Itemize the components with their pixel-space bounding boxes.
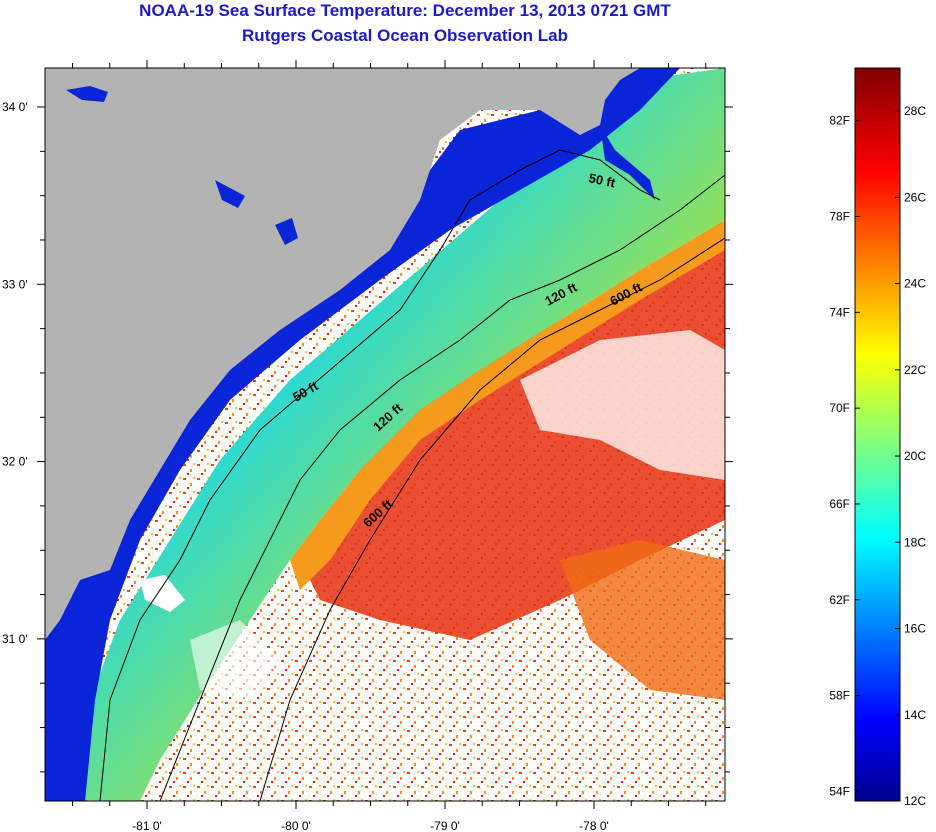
lat-tick-label: 31 0' — [2, 632, 28, 646]
colorbar-labels: 28C 26C 24C 22C 20C 18C 16C 14C 12C 82F 78F 74F 70F 6… — [829, 104, 926, 808]
lat-tick-label: 32 0' — [2, 455, 28, 469]
title-line-1: NOAA-19 Sea Surface Temperature: Decembe… — [139, 1, 671, 20]
contour-120ft — [159, 174, 725, 801]
colorbar-f-label: 82F — [829, 114, 850, 128]
colorbar-f-label: 54F — [829, 784, 850, 798]
contour-label-50ft-north: 50 ft — [587, 170, 617, 190]
colorbar-f-label: 58F — [829, 689, 850, 703]
colorbar-f-label: 70F — [829, 401, 850, 415]
lon-tick-label: -81 0' — [132, 819, 162, 832]
colorbar-f-label: 78F — [829, 210, 850, 224]
colorbar-f-label: 74F — [829, 305, 850, 319]
shelf-break-band — [290, 220, 725, 590]
coastal-cloud-2 — [190, 620, 280, 700]
lon-tick-label: -80 0' — [281, 819, 311, 832]
cape-fear-water — [600, 125, 655, 200]
cloud-patch — [520, 330, 725, 480]
contour-600ft — [259, 237, 725, 801]
map-frame — [44, 67, 726, 802]
colorbar-c-label: 22C — [904, 363, 926, 377]
colorbar-c-label: 14C — [904, 708, 926, 722]
warm-eddy — [560, 540, 725, 700]
lon-tick-label: -78 0' — [579, 819, 609, 832]
colorbar-f-label: 62F — [829, 593, 850, 607]
colorbar-c-label: 24C — [904, 277, 926, 291]
colorbar-c-label: 20C — [904, 449, 926, 463]
colorbar-gradient — [854, 67, 901, 802]
colorbar-c-label: 16C — [904, 622, 926, 636]
lake-marion — [275, 218, 298, 245]
map-image-layer — [45, 68, 725, 801]
shelf-water — [70, 68, 725, 801]
lake-moultrie — [215, 180, 245, 208]
land-mass — [45, 68, 640, 640]
inland-lake — [66, 86, 108, 102]
title-line-2: Rutgers Coastal Ocean Observation Lab — [242, 26, 568, 45]
lon-tick-label: -79 0' — [430, 819, 460, 832]
colorbar-c-label: 26C — [904, 190, 926, 204]
longitude-axis: -81 0' -80 0' -79 0' -78 0' — [72, 60, 707, 832]
colorbar-c-label: 18C — [904, 535, 926, 549]
colorbar-c-label: 12C — [904, 794, 926, 808]
colorbar-f-label: 66F — [829, 497, 850, 511]
contour-50ft — [99, 149, 661, 801]
lat-tick-label: 34 0' — [2, 100, 28, 114]
latitude-axis: 34 0' 33 0' 32 0' 31 0' — [2, 100, 733, 773]
colorbar-c-label: 28C — [904, 104, 926, 118]
lat-tick-label: 33 0' — [2, 277, 28, 291]
